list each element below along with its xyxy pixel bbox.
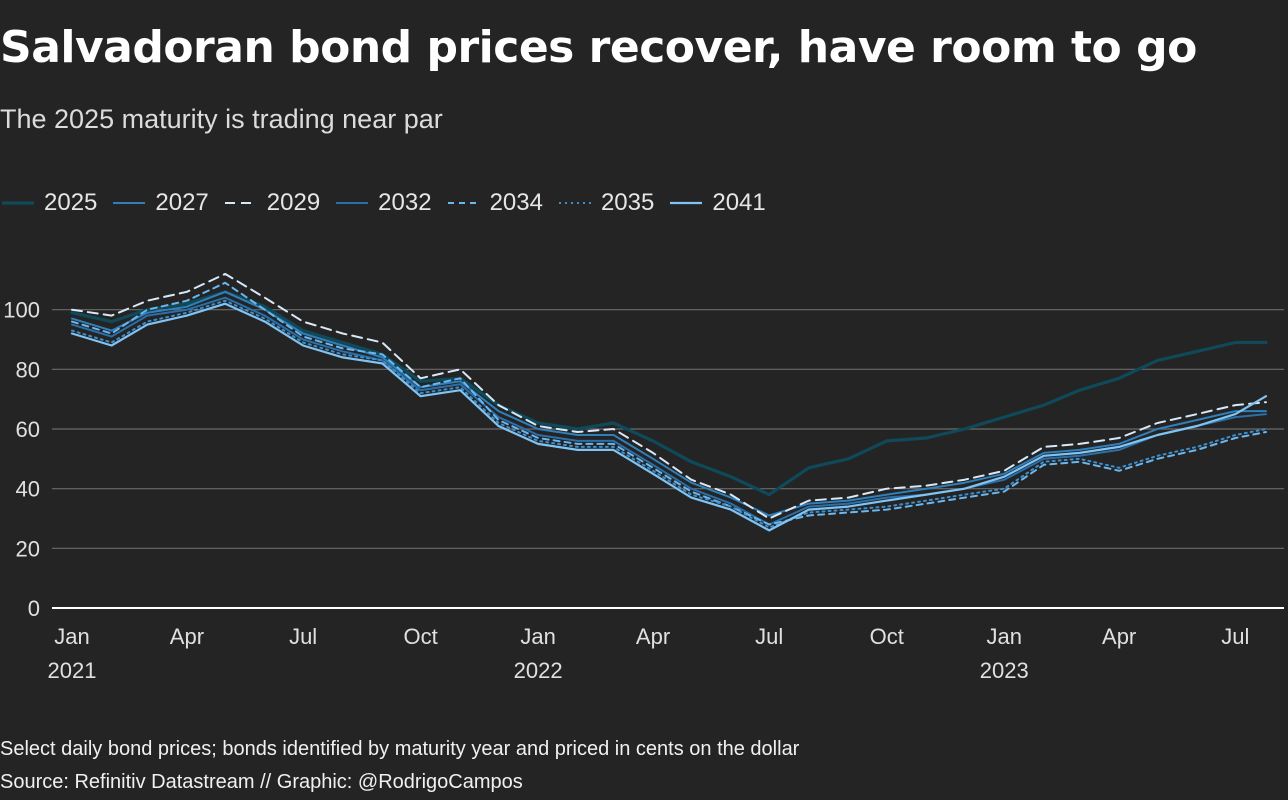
legend-swatch-2025 xyxy=(2,201,34,205)
x-tick-label-0: Jan xyxy=(54,624,89,649)
y-tick-label-20: 20 xyxy=(16,536,40,561)
series-line-2034 xyxy=(71,281,1267,526)
chart-footer: Select daily bond prices; bonds identifi… xyxy=(0,733,799,799)
y-tick-label-40: 40 xyxy=(16,477,40,502)
chart-title: Salvadoran bond prices recover, have roo… xyxy=(0,22,1197,73)
series-line-2029 xyxy=(71,272,1267,520)
legend-swatch-2029 xyxy=(224,202,257,204)
chart-subtitle: The 2025 maturity is trading near par xyxy=(0,104,443,134)
x-tick-label-2: Jul xyxy=(289,624,317,649)
x-tick-label-4: Jan xyxy=(520,624,555,649)
x-tick-label-9: Apr xyxy=(1102,624,1136,649)
series-line-2027 xyxy=(71,290,1267,517)
x-tick-label-6: Jul xyxy=(755,624,783,649)
legend-swatch-2034 xyxy=(447,202,480,204)
legend-label: 2029 xyxy=(266,189,321,216)
legend-item-2034: 2034 xyxy=(446,189,543,217)
x-axis: Jan 2021 Apr Jul Oct Jan 2022 Apr Jul Oct Jan 2023 A… xyxy=(48,624,1250,683)
legend-label: 2041 xyxy=(712,189,766,216)
y-axis: 0 20 40 60 80 100 xyxy=(3,298,40,621)
x-tick-year-2021: 2021 xyxy=(48,658,97,683)
legend-item-2035: 2035 xyxy=(557,189,654,217)
x-tick-label-5: Apr xyxy=(636,624,670,649)
legend-swatch-2027 xyxy=(113,202,146,204)
chart-legend: 2025 2027 2029 2032 2034 2035 2041 xyxy=(0,186,766,220)
legend-label: 2034 xyxy=(489,189,543,216)
x-tick-year-2022: 2022 xyxy=(514,658,563,683)
x-tick-label-3: Oct xyxy=(404,624,438,649)
legend-label: 2025 xyxy=(44,189,98,216)
legend-swatch-2041 xyxy=(670,201,703,205)
x-tick-year-2023: 2023 xyxy=(980,658,1029,683)
legend-item-2032: 2032 xyxy=(334,189,432,217)
series-lines xyxy=(70,272,1268,532)
series-line-2032 xyxy=(71,296,1267,526)
y-tick-label-100: 100 xyxy=(3,298,40,323)
series-line-2041 xyxy=(70,302,1268,532)
legend-item-2041: 2041 xyxy=(668,189,766,217)
legend-swatch-2032 xyxy=(336,202,369,204)
legend-label: 2032 xyxy=(378,189,432,216)
y-tick-label-60: 60 xyxy=(16,417,40,442)
legend-label: 2027 xyxy=(155,189,209,216)
x-tick-label-7: Oct xyxy=(870,624,904,649)
y-tick-label-80: 80 xyxy=(16,357,40,382)
series-line-2025 xyxy=(70,290,1268,497)
chart-source: Source: Refinitiv Datastream // Graphic:… xyxy=(0,771,523,793)
chart-note: Select daily bond prices; bonds identifi… xyxy=(0,738,800,760)
x-tick-label-1: Apr xyxy=(170,624,204,649)
x-tick-label-10: Jul xyxy=(1221,624,1249,649)
x-tick-label-8: Jan xyxy=(986,624,1021,649)
legend-item-2027: 2027 xyxy=(111,189,209,217)
legend-swatch-2035 xyxy=(558,202,591,204)
legend-item-2025: 2025 xyxy=(0,189,97,217)
y-tick-label-0: 0 xyxy=(28,596,40,621)
grid-lines xyxy=(52,309,1284,609)
legend-item-2029: 2029 xyxy=(223,189,320,217)
series-line-2035 xyxy=(71,299,1267,529)
legend-label: 2035 xyxy=(600,189,655,216)
